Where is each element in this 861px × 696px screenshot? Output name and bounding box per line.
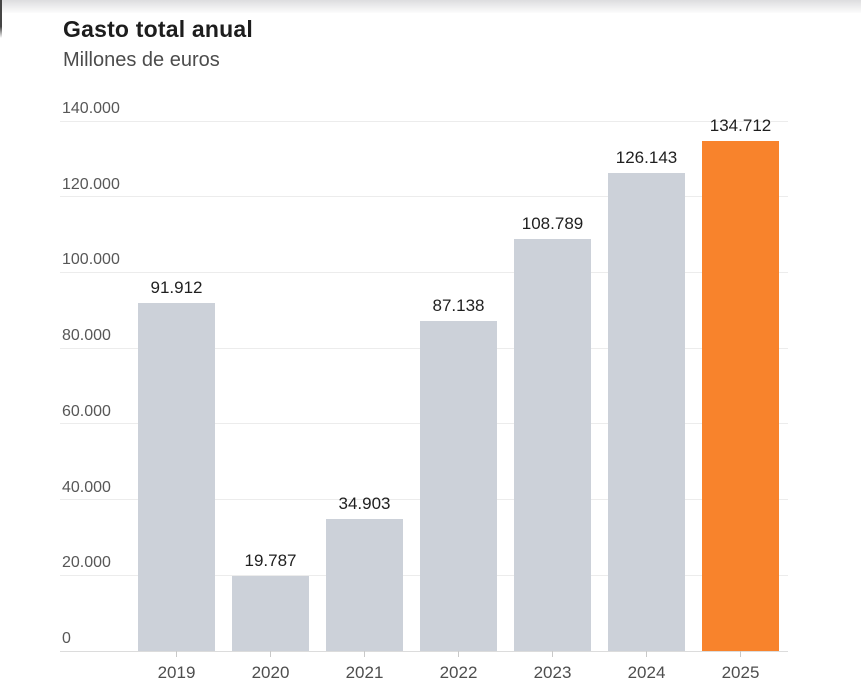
x-axis-tick (740, 651, 741, 657)
gridline (60, 196, 788, 198)
y-axis-tick-label: 60.000 (62, 402, 111, 420)
x-axis-label-2019: 2019 (157, 663, 196, 682)
bar-2024 (608, 173, 685, 651)
x-axis-label-2023: 2023 (533, 663, 572, 682)
y-axis-tick-label: 40.000 (62, 478, 111, 496)
y-axis-tick-label: 140.000 (62, 100, 120, 117)
x-axis-label-2025: 2025 (721, 663, 760, 682)
bar-value-label: 108.789 (521, 214, 584, 234)
window-left-edge (0, 0, 2, 38)
y-axis-tick-label: 100.000 (62, 251, 120, 269)
x-axis-tick (552, 651, 553, 657)
gridline (60, 120, 788, 122)
bar-value-label: 19.787 (244, 551, 297, 571)
bar-2020 (232, 576, 309, 651)
y-axis-tick-label: 80.000 (62, 327, 111, 345)
bar-value-label: 91.912 (150, 278, 203, 298)
bar-value-label: 34.903 (338, 493, 391, 513)
y-axis-tick-label: 0 (62, 630, 71, 647)
y-axis-tick-label: 120.000 (62, 175, 120, 193)
bar-value-label: 134.712 (709, 116, 772, 136)
bar-value-label: 87.138 (432, 296, 485, 316)
x-axis-line (60, 650, 788, 652)
chart-subtitle: Millones de euros (63, 49, 220, 71)
chart-title: Gasto total anual (63, 16, 253, 42)
y-axis-tick-label: 20.000 (62, 554, 111, 572)
x-axis-label-2022: 2022 (439, 663, 478, 682)
x-axis-label-2021: 2021 (345, 663, 384, 682)
bar-value-label: 126.143 (615, 148, 678, 168)
bar-chart-plot-area: 0 20.000 40.000 60.000 80.000 100.000 120.000 1… (60, 100, 788, 682)
window-top-edge (0, 0, 861, 13)
bar-2025 (702, 141, 779, 651)
bar-2021 (326, 518, 403, 651)
bar-2019 (138, 303, 215, 651)
gridline (60, 271, 788, 273)
x-axis-label-2024: 2024 (627, 663, 666, 682)
bar-2023 (514, 239, 591, 651)
x-axis-tick (270, 651, 271, 657)
x-axis-tick (458, 651, 459, 657)
bar-2022 (420, 321, 497, 651)
x-axis-tick (364, 651, 365, 657)
x-axis-tick (646, 651, 647, 657)
x-axis-label-2020: 2020 (251, 663, 290, 682)
x-axis-tick (176, 651, 177, 657)
